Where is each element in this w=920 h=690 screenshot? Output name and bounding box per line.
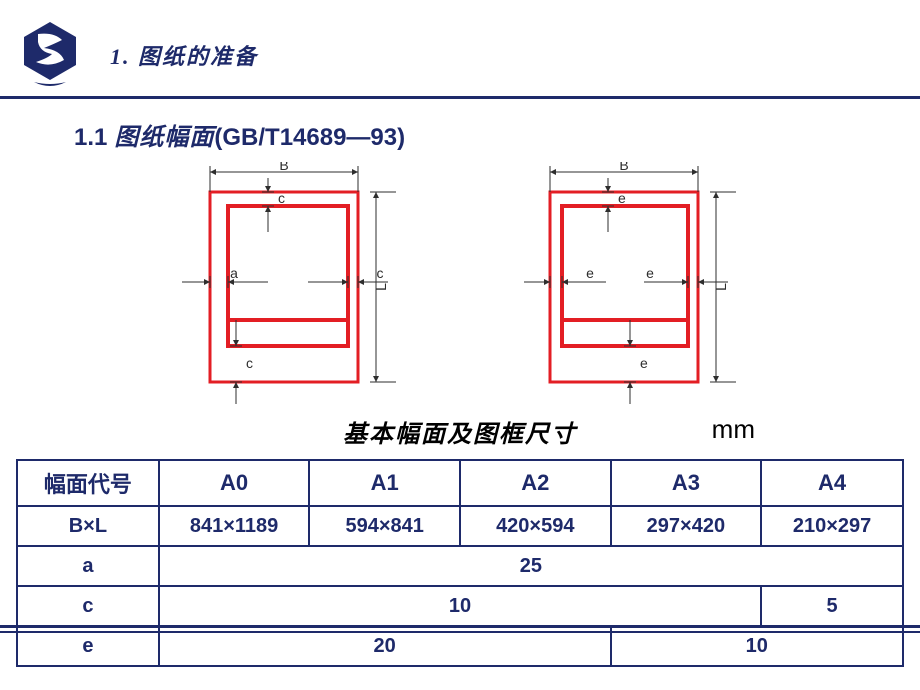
svg-text:L: L [713,283,729,291]
spec-table-wrap: 幅面代号A0A1A2A3A4B×L841×1189594×841420×5942… [16,459,904,667]
header: 1. 图纸的准备 [0,0,920,90]
svg-text:B: B [619,162,628,173]
svg-text:e: e [646,265,654,281]
table-cell: 841×1189 [159,506,310,546]
table-cell: 420×594 [460,506,611,546]
svg-text:c: c [377,265,384,281]
subtitle-cn: 图纸幅面 [107,125,214,151]
svg-text:e: e [586,265,594,281]
row-label: a [17,546,159,586]
table-cell: 297×420 [611,506,762,546]
svg-text:e: e [618,190,626,206]
table-cell: 210×297 [761,506,903,546]
table-row: a25 [17,546,903,586]
table-header: A2 [460,460,611,506]
table-cell: 5 [761,586,903,626]
section-subtitle: 1.1 图纸幅面(GB/T14689—93) [74,117,920,152]
diagram-right: B L e e e e [520,162,740,410]
spec-table: 幅面代号A0A1A2A3A4B×L841×1189594×841420×5942… [16,459,904,667]
footer-rule-2 [0,631,920,633]
page-title: 1. 图纸的准备 [110,39,258,71]
diagram-caption: 基本幅面及图框尺寸 mm [0,414,920,449]
svg-text:c: c [246,355,253,371]
svg-text:L: L [373,283,389,291]
table-header: A4 [761,460,903,506]
table-cell: 594×841 [309,506,460,546]
table-row: 幅面代号A0A1A2A3A4 [17,460,903,506]
svg-text:a: a [230,265,238,281]
table-row: c105 [17,586,903,626]
row-label: B×L [17,506,159,546]
svg-text:c: c [278,190,285,206]
logo-icon [20,20,80,90]
svg-text:B: B [279,162,288,173]
footer-rule-1 [0,625,920,628]
svg-text:e: e [640,355,648,371]
subtitle-num: 1.1 [74,124,107,151]
table-header: 幅面代号 [17,460,159,506]
header-rule [0,96,920,99]
diagrams-row: B L a c c c B [0,162,920,410]
caption-unit: mm [712,414,755,445]
row-label: c [17,586,159,626]
table-cell: 10 [159,586,761,626]
caption-cn: 基本幅面及图框尺寸 [343,414,577,449]
subtitle-en: (GB/T14689—93) [214,124,405,151]
table-header: A3 [611,460,762,506]
table-header: A0 [159,460,310,506]
diagram-left: B L a c c c [180,162,400,410]
table-header: A1 [309,460,460,506]
table-row: B×L841×1189594×841420×594297×420210×297 [17,506,903,546]
table-cell: 25 [159,546,903,586]
